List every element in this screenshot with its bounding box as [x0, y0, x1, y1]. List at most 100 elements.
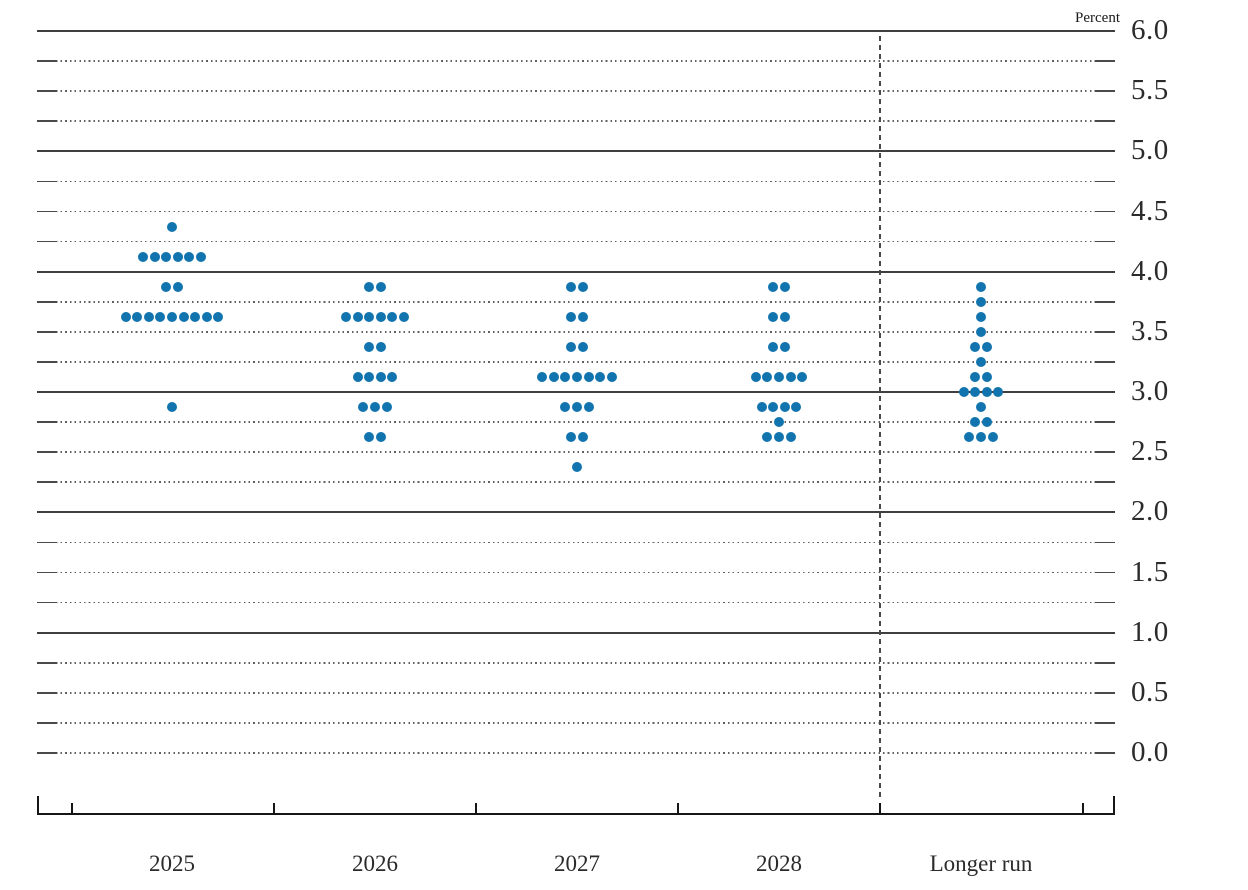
- gridline-solid: [37, 30, 1115, 32]
- gridline-dotted: [37, 300, 1115, 303]
- projection-dot: [750, 371, 761, 382]
- projection-dot: [138, 251, 148, 262]
- projection-dot: [577, 432, 588, 443]
- projection-dot: [566, 311, 577, 322]
- projection-dot: [595, 371, 606, 382]
- projection-dot: [762, 371, 773, 382]
- projection-dot: [785, 371, 796, 382]
- gridline-dotted: [37, 90, 1115, 92]
- gridline-dotted: [37, 722, 1115, 724]
- projection-dot: [167, 402, 177, 413]
- projection-dot: [976, 326, 986, 337]
- y-axis-unit-label: Percent: [1075, 10, 1120, 26]
- projection-dot: [797, 371, 808, 382]
- projection-dot: [970, 371, 981, 382]
- x-axis-tick: [71, 803, 73, 814]
- projection-dot: [213, 311, 224, 322]
- projection-dot: [375, 432, 386, 443]
- gridline-dotted: [37, 180, 1115, 183]
- gridline-solid: [37, 270, 1115, 273]
- projection-dot: [149, 251, 160, 262]
- projection-dot: [976, 281, 986, 292]
- projection-dot: [364, 341, 375, 352]
- y-axis-label: 0.0: [1131, 736, 1169, 768]
- projection-dot: [352, 311, 363, 322]
- gridline-dotted: [37, 571, 1115, 574]
- gridline-dotted: [37, 330, 1115, 333]
- projection-dot: [981, 341, 992, 352]
- y-axis-label: 2.5: [1131, 435, 1169, 468]
- gridline-dotted: [37, 691, 1115, 694]
- projection-dot: [548, 371, 559, 382]
- projection-dot: [779, 402, 790, 413]
- projection-dot: [779, 281, 790, 292]
- projection-dot: [352, 371, 363, 382]
- projection-dot: [583, 402, 594, 413]
- projection-dot: [791, 402, 802, 413]
- projection-dot: [161, 251, 172, 262]
- projection-dot: [976, 311, 986, 322]
- projection-dot: [566, 432, 577, 443]
- projection-dot: [774, 432, 784, 443]
- projection-dot: [976, 402, 986, 413]
- projection-dot: [779, 341, 790, 352]
- projection-dot: [167, 311, 177, 322]
- projection-dot: [341, 311, 351, 322]
- projection-dot: [375, 371, 386, 382]
- projection-dot: [964, 432, 975, 443]
- x-axis-tick: [1082, 803, 1084, 814]
- projection-dot: [970, 417, 981, 428]
- gridline-dotted: [37, 120, 1115, 123]
- projection-dot: [572, 462, 582, 473]
- x-axis-line: [37, 813, 1115, 816]
- projection-dot: [762, 432, 773, 443]
- y-axis-label: 5.5: [1131, 74, 1169, 107]
- projection-dot: [976, 296, 986, 307]
- y-axis-label: 1.0: [1131, 615, 1169, 648]
- projection-dot: [364, 432, 375, 443]
- gridline-dotted: [37, 752, 1115, 754]
- projection-dot: [756, 402, 767, 413]
- projection-dot: [566, 341, 577, 352]
- projection-dot: [976, 432, 986, 443]
- y-axis-label: 5.0: [1131, 134, 1169, 167]
- projection-dot: [161, 281, 172, 292]
- projection-dot: [143, 311, 154, 322]
- projection-dot: [768, 341, 779, 352]
- projection-dot: [172, 281, 183, 292]
- projection-dot: [774, 417, 784, 428]
- x-axis-tick: [475, 803, 477, 814]
- projection-dot: [566, 281, 577, 292]
- projection-dot: [976, 356, 986, 367]
- gridline-solid: [37, 391, 1115, 393]
- x-axis-category-label: 2028: [756, 851, 802, 876]
- projection-dot: [768, 281, 779, 292]
- y-axis-label: 4.0: [1131, 254, 1169, 287]
- projection-dot: [387, 371, 398, 382]
- gridline-solid: [37, 511, 1115, 514]
- gridline-dotted: [37, 481, 1115, 484]
- projection-dot: [178, 311, 189, 322]
- projection-dot: [768, 311, 779, 322]
- projection-dot: [201, 311, 212, 322]
- projection-dot: [572, 371, 582, 382]
- y-axis-label: 0.5: [1131, 675, 1169, 708]
- projection-dot: [381, 402, 392, 413]
- projection-dot: [987, 432, 998, 443]
- projection-dot: [155, 311, 166, 322]
- x-axis-tick: [273, 803, 275, 814]
- projection-dot: [779, 311, 790, 322]
- projection-dot: [583, 371, 594, 382]
- projection-dot: [399, 311, 409, 322]
- projection-dot: [370, 402, 380, 413]
- projection-dot: [981, 387, 992, 397]
- projection-dot: [572, 402, 582, 413]
- x-axis-category-label: 2027: [554, 851, 600, 876]
- y-axis-label: 2.0: [1131, 495, 1169, 528]
- projection-dot: [375, 341, 386, 352]
- x-axis-category-label: 2026: [352, 851, 398, 876]
- projection-dot: [785, 432, 796, 443]
- projection-dot: [375, 281, 386, 292]
- projection-dot: [537, 371, 548, 382]
- x-axis-tick: [677, 803, 679, 814]
